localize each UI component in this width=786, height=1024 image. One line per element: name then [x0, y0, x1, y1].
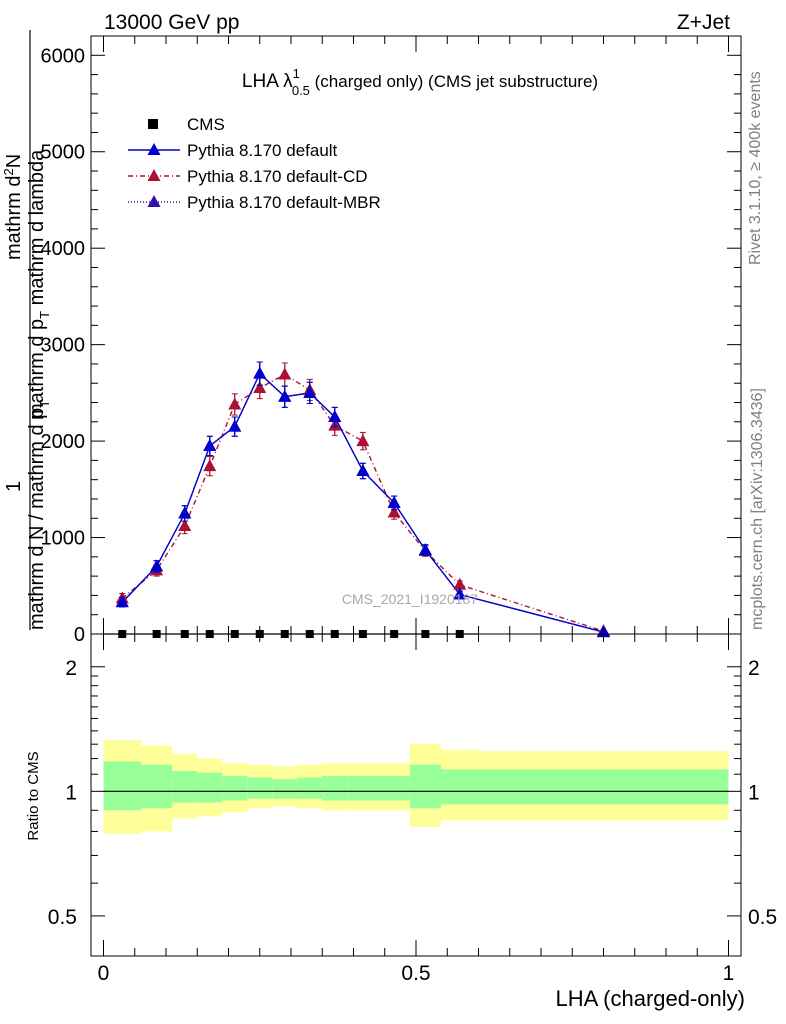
svg-text:mathrm d N / mathrm d pT: mathrm d N / mathrm d pT — [26, 400, 52, 630]
main-y-tick-label: 2000 — [41, 431, 86, 453]
ratio-green-band — [272, 779, 298, 799]
data-point — [453, 587, 467, 600]
x-tick-labels: 0 0.5 1 — [98, 962, 735, 985]
legend-entry: Pythia 8.170 default — [128, 141, 338, 160]
ratio-green-band — [297, 777, 323, 799]
ratio-y-tick-label-right: 0.5 — [748, 906, 777, 929]
ratio-green-band — [222, 775, 248, 801]
data-point — [203, 459, 217, 472]
data-point — [253, 381, 267, 394]
legend-label: Pythia 8.170 default-CD — [187, 167, 368, 186]
ratio-y-tick-label: 1 — [65, 781, 77, 804]
y-label-one: 1 — [3, 481, 25, 492]
data-point — [387, 505, 401, 518]
x-tick-label: 0 — [98, 962, 110, 985]
data-point — [278, 367, 292, 380]
ratio-axis-ticks — [91, 634, 741, 956]
collision-info: 13000 GeV pp — [104, 11, 239, 34]
legend-label: CMS — [187, 115, 225, 134]
legend-entry: Pythia 8.170 default-CD — [128, 167, 368, 186]
data-point — [178, 506, 192, 519]
ratio-y-tick-label: 0.5 — [48, 906, 77, 929]
data-point — [303, 385, 317, 398]
ratio-green-band — [103, 761, 141, 811]
legend: CMS Pythia 8.170 default Pythia 8.170 defa… — [128, 115, 381, 212]
data-point — [418, 543, 432, 556]
ratio-panel: 0.5 0.5 1 1 2 2 Ratio to CMS — [25, 633, 777, 957]
y-label-den-sub: T — [37, 311, 52, 319]
plot-title-suffix: (charged only) (CMS jet substructure) — [310, 72, 598, 91]
data-point — [356, 463, 370, 476]
main-y-axis-label: mathrm d2N mathrm d pT mathrm d lambda 1… — [1, 30, 52, 630]
ratio-green-band — [347, 775, 379, 801]
data-point — [228, 419, 242, 432]
series-line — [121, 373, 604, 632]
data-point — [178, 518, 192, 531]
y-label-lower-sub: T — [37, 400, 52, 408]
ratio-green-band — [441, 769, 479, 805]
y-label-num-n: N — [3, 154, 25, 168]
ratio-y-axis-label: Ratio to CMS — [25, 751, 42, 840]
data-point — [453, 577, 467, 590]
legend-label: Pythia 8.170 default — [187, 141, 338, 160]
legend-label: Pythia 8.170 default-MBR — [187, 193, 381, 212]
ratio-green-band — [172, 770, 198, 803]
main-y-tick-label: 6000 — [41, 45, 86, 67]
y-label-num-d: mathrm d — [3, 176, 25, 260]
x-axis-label: LHA (charged-only) — [555, 986, 745, 1011]
main-y-tick-labels: 0 1000 2000 3000 4000 5000 6000 — [41, 45, 86, 646]
y-label-den-lambda: mathrm d lambda — [26, 149, 48, 311]
legend-entry: Pythia 8.170 default-MBR — [128, 193, 381, 212]
data-point — [203, 438, 217, 451]
svg-text:mathrm d2N: mathrm d2N — [1, 154, 25, 260]
x-tick-label: 1 — [723, 962, 735, 985]
series-line — [121, 372, 604, 633]
legend-triangle-marker — [147, 195, 161, 207]
ratio-uncertainty-bands — [103, 740, 729, 834]
analysis-watermark: CMS_2021_I1920187 — [342, 591, 478, 607]
data-point — [228, 397, 242, 410]
ratio-green-band — [247, 777, 273, 799]
legend-square-marker — [148, 119, 158, 129]
plot-title-sup: 1 — [293, 66, 300, 81]
data-point — [253, 366, 267, 379]
plot-title-sub: 0.5 — [292, 83, 310, 98]
main-y-tick-label: 0 — [74, 624, 85, 646]
legend-triangle-marker — [147, 143, 161, 155]
ratio-green-band — [409, 764, 441, 809]
plot-title-prefix: LHA λ — [242, 71, 293, 92]
ratio-green-band — [322, 775, 348, 801]
main-y-tick-label: 3000 — [41, 335, 86, 357]
data-point — [278, 389, 292, 402]
main-y-tick-label: 4000 — [41, 238, 86, 260]
main-panel: 0 1000 2000 3000 4000 5000 6000 CMS_2021_I1920… — [41, 35, 742, 646]
data-point — [150, 559, 164, 572]
legend-entry: CMS — [148, 115, 225, 134]
svg-text:mathrm d pT mathrm d lambda: mathrm d pT mathrm d lambda — [26, 149, 52, 420]
rivet-version-label: Rivet 3.1.10, ≥ 400k events — [747, 71, 764, 265]
data-point — [356, 434, 370, 447]
y-label-lower-dn: mathrm d N / mathrm d p — [26, 408, 48, 630]
main-y-tick-label: 5000 — [41, 142, 86, 164]
y-label-num-sup: 2 — [1, 168, 16, 175]
y-label-den-dp: mathrm d p — [26, 319, 48, 420]
ratio-y-tick-labels: 0.5 0.5 1 1 2 2 — [48, 657, 777, 929]
ratio-green-band — [478, 769, 729, 805]
plot-title: LHA λ1 0.5 (charged only) (CMS jet substr… — [242, 66, 598, 98]
data-point — [328, 409, 342, 422]
x-tick-label: 0.5 — [401, 962, 430, 985]
legend-triangle-marker — [147, 169, 161, 181]
process-label: Z+Jet — [677, 11, 730, 34]
ratio-y-tick-label-right: 2 — [748, 657, 760, 680]
data-point — [387, 495, 401, 508]
ratio-green-band — [141, 764, 173, 809]
ratio-green-band — [197, 772, 223, 803]
mcplots-credit-label: mcplots.cern.ch [arXiv:1306.3436] — [749, 388, 766, 630]
ratio-y-tick-label: 2 — [65, 657, 77, 680]
main-y-tick-label: 1000 — [41, 528, 86, 550]
data-point — [115, 595, 129, 608]
ratio-green-band — [378, 775, 410, 801]
ratio-y-tick-label-right: 1 — [748, 781, 760, 804]
